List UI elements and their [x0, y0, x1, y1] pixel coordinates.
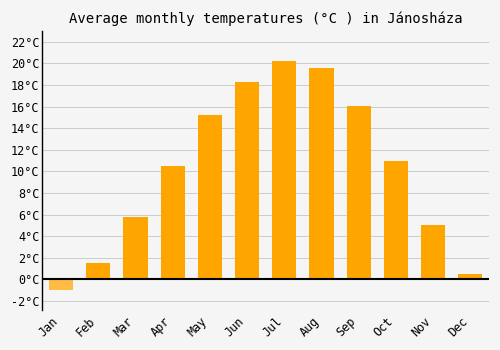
Bar — [160, 166, 184, 279]
Bar — [458, 274, 482, 279]
Bar — [384, 161, 408, 279]
Title: Average monthly temperatures (°C ) in Jánosháza: Average monthly temperatures (°C ) in Já… — [69, 11, 462, 26]
Bar — [346, 105, 371, 279]
Bar — [86, 263, 110, 279]
Bar — [310, 68, 334, 279]
Bar — [49, 279, 73, 290]
Bar — [421, 225, 445, 279]
Bar — [124, 217, 148, 279]
Bar — [198, 115, 222, 279]
Bar — [272, 61, 296, 279]
Bar — [235, 82, 259, 279]
